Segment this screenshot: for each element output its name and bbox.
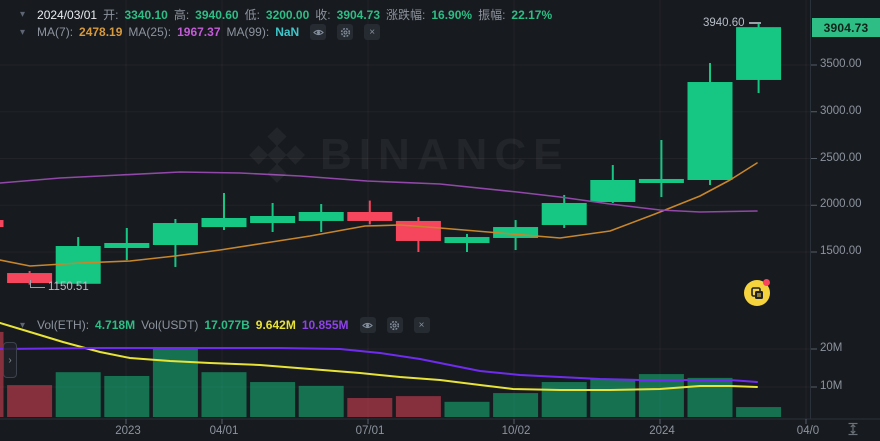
close-label: 收: xyxy=(315,8,331,22)
panel-expand-toggle[interactable]: › xyxy=(3,342,17,378)
vol-ma7-value: 9.642M xyxy=(255,318,296,332)
chevron-right-icon: › xyxy=(8,354,12,366)
volume-collapse-icon[interactable]: ▾ xyxy=(20,319,26,331)
notification-dot xyxy=(763,279,770,286)
chat-fab-button[interactable] xyxy=(744,279,770,306)
ma99-label: MA(99): xyxy=(226,25,270,39)
candle-date: 2024/03/01 xyxy=(37,7,98,22)
ma-legend: ▾ MA(7): 2478.19 MA(25): 1967.37 MA(99):… xyxy=(20,24,381,40)
open-label: 开: xyxy=(103,8,119,22)
vol-eth-label: Vol(ETH): xyxy=(37,318,90,332)
ma25-label: MA(25): xyxy=(128,25,172,39)
gear-icon xyxy=(340,27,350,37)
ma-collapse-icon[interactable]: ▾ xyxy=(20,26,26,38)
vol-usdt-label: Vol(USDT) xyxy=(141,318,199,332)
change-value: 16.90% xyxy=(431,7,473,22)
ma7-label: MA(7): xyxy=(37,25,74,39)
vol-ma25-value: 10.855M xyxy=(301,318,349,332)
volume-settings-button[interactable] xyxy=(386,317,403,333)
volume-visibility-button[interactable] xyxy=(359,317,376,333)
ma-settings-button[interactable] xyxy=(337,24,354,40)
open-value: 3340.10 xyxy=(124,7,168,22)
eye-icon xyxy=(362,322,373,328)
high-label: 高: xyxy=(173,8,190,22)
ohlc-legend: ▾ 2024/03/01 开: 3340.10 高: 3940.60 低: 32… xyxy=(20,6,552,23)
ma7-value: 2478.19 xyxy=(79,25,123,39)
ma25-value: 1967.37 xyxy=(177,25,221,39)
legend-collapse-icon[interactable]: ▾ xyxy=(20,9,26,20)
high-value: 3940.60 xyxy=(195,7,239,22)
low-label: 低: xyxy=(244,8,260,22)
vol-eth-value: 4.718M xyxy=(95,318,136,332)
volume-close-button[interactable]: × xyxy=(413,317,430,333)
close-value: 3904.73 xyxy=(336,7,381,22)
axis-scale-icon[interactable] xyxy=(845,421,861,437)
amplitude-label: 振幅: xyxy=(478,8,506,22)
ma99-value: NaN xyxy=(275,25,300,39)
eye-icon xyxy=(312,29,324,35)
ma-close-button[interactable]: × xyxy=(364,24,381,40)
last-price-badge: 3904.73 xyxy=(812,18,880,37)
gear-icon xyxy=(389,320,400,330)
change-label: 涨跌幅: xyxy=(386,8,426,22)
ma-visibility-button[interactable] xyxy=(310,24,327,40)
amplitude-value: 22.17% xyxy=(511,7,553,22)
vol-usdt-value: 17.077B xyxy=(204,318,250,332)
chat-icon xyxy=(750,286,763,299)
low-value: 3200.00 xyxy=(265,7,310,22)
volume-legend: ▾ Vol(ETH): 4.718M Vol(USDT) 17.077B 9.6… xyxy=(20,317,430,333)
